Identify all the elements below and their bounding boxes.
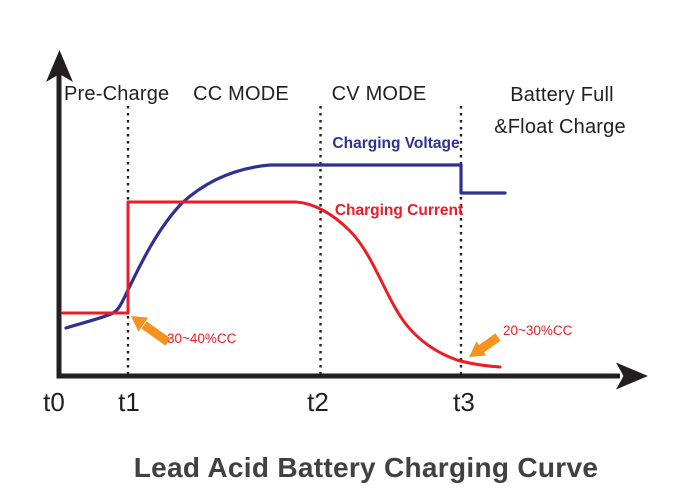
axes [46,50,648,390]
phase-label-pre-charge: Pre-Charge [64,83,169,105]
charging-voltage-label: Charging Voltage [332,135,460,152]
y-axis-arrow-icon [46,50,73,82]
t3-current-pct-label: 20~30%CC [503,323,573,338]
charging-voltage-curve [64,163,507,330]
phase-label-battery-full-line2: &Float Charge [494,116,626,138]
charging-current-curve [61,200,502,369]
charging-current-label: Charging Current [335,202,463,219]
t1-annotation-arrow-icon [131,316,171,346]
tick-label-t2: t2 [307,387,329,417]
t3-annotation-arrow-icon [469,333,501,357]
chart-title: Lead Acid Battery Charging Curve [134,452,598,483]
phase-label-cv-mode: CV MODE [332,83,427,105]
tick-label-t0: t0 [43,387,65,417]
tick-label-t3: t3 [453,387,475,417]
x-axis-arrow-icon [616,362,648,390]
t1-current-pct-label: 30~40%CC [167,331,237,346]
phase-label-battery-full-line1: Battery Full [510,84,614,106]
tick-label-t1: t1 [118,387,140,417]
phase-label-cc-mode: CC MODE [193,83,289,105]
